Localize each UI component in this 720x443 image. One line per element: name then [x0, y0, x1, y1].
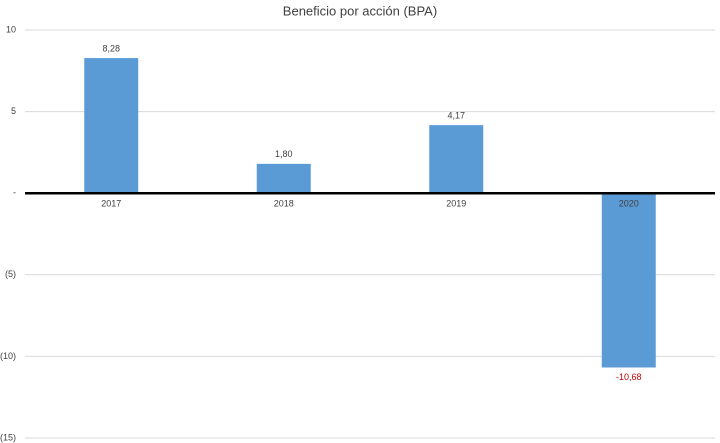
bar	[256, 163, 311, 194]
value-label: 8,28	[102, 43, 120, 53]
value-label: 1,80	[275, 149, 293, 159]
x-tick-label: 2020	[619, 199, 639, 209]
bar	[84, 58, 139, 194]
bar	[429, 125, 484, 194]
y-tick-label: 10	[6, 24, 16, 34]
y-tick-label: (15)	[0, 432, 16, 442]
x-tick-label: 2018	[274, 199, 294, 209]
y-tick-label: (10)	[0, 351, 16, 361]
chart-title: Beneficio por acción (BPA)	[283, 3, 437, 18]
x-tick-label: 2019	[446, 199, 466, 209]
y-tick-label: (5)	[5, 269, 16, 279]
bar	[601, 193, 656, 368]
x-tick-label: 2017	[101, 199, 121, 209]
value-label: -10,68	[616, 372, 642, 382]
y-tick-label: -	[13, 188, 16, 198]
value-label: 4,17	[447, 111, 465, 121]
y-tick-label: 5	[11, 106, 16, 116]
